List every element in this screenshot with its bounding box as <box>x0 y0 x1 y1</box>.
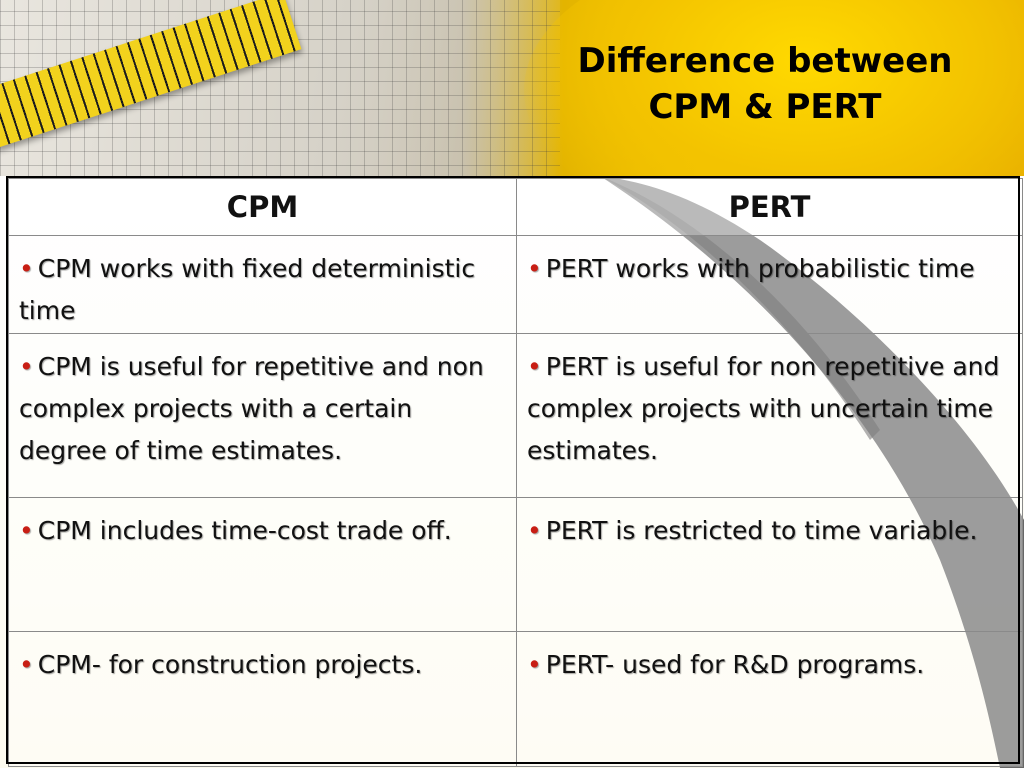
slide-title: Difference between CPM & PERT <box>520 38 1010 130</box>
bullet-icon: • <box>19 254 34 283</box>
pert-cell-text: PERT is useful for non repetitive and co… <box>527 352 1000 465</box>
bullet-icon: • <box>19 650 34 679</box>
bullet-icon: • <box>527 352 542 381</box>
bullet-icon: • <box>527 650 542 679</box>
pert-cell-text: PERT is restricted to time variable. <box>545 516 978 545</box>
cpm-cell: • CPM works with fixed deterministic time <box>8 235 517 334</box>
bullet-icon: • <box>527 516 542 545</box>
slide-title-line-1: Difference between <box>577 41 953 81</box>
slide-title-line-2: CPM & PERT <box>648 87 882 127</box>
header-banner: Difference between CPM & PERT <box>0 0 1024 180</box>
bullet-icon: • <box>19 352 34 381</box>
pert-cell: • PERT- used for R&D programs. <box>516 631 1023 767</box>
table-row: • CPM includes time-cost trade off. • PERT… <box>8 497 1023 632</box>
pert-cell-text: PERT works with probabilistic time <box>545 254 975 283</box>
cpm-cell-text: CPM is useful for repetitive and non com… <box>19 352 484 465</box>
table-header-row: CPM PERT <box>8 178 1023 236</box>
cpm-cell: • CPM is useful for repetitive and non co… <box>8 333 517 498</box>
pert-cell: • PERT is useful for non repetitive and c… <box>516 333 1023 498</box>
comparison-table: CPM PERT • CPM works with fixed determini… <box>8 178 1023 767</box>
header-cpm: CPM <box>8 178 517 236</box>
pert-cell: • PERT is restricted to time variable. <box>516 497 1023 632</box>
cpm-cell: • CPM includes time-cost trade off. <box>8 497 517 632</box>
pert-cell: • PERT works with probabilistic time <box>516 235 1023 334</box>
table-row: • CPM- for construction projects. • PERT- … <box>8 631 1023 767</box>
table-row: • CPM works with fixed deterministic time… <box>8 235 1023 334</box>
cpm-cell-text: CPM includes time-cost trade off. <box>37 516 452 545</box>
table-row: • CPM is useful for repetitive and non co… <box>8 333 1023 498</box>
yellow-hardhat-image <box>524 0 1024 180</box>
bullet-icon: • <box>19 516 34 545</box>
cpm-cell-text: CPM works with fixed deterministic time <box>19 254 476 325</box>
cpm-cell-text: CPM- for construction projects. <box>37 650 423 679</box>
bullet-icon: • <box>527 254 542 283</box>
cpm-cell: • CPM- for construction projects. <box>8 631 517 767</box>
header-pert: PERT <box>516 178 1023 236</box>
pert-cell-text: PERT- used for R&D programs. <box>545 650 925 679</box>
